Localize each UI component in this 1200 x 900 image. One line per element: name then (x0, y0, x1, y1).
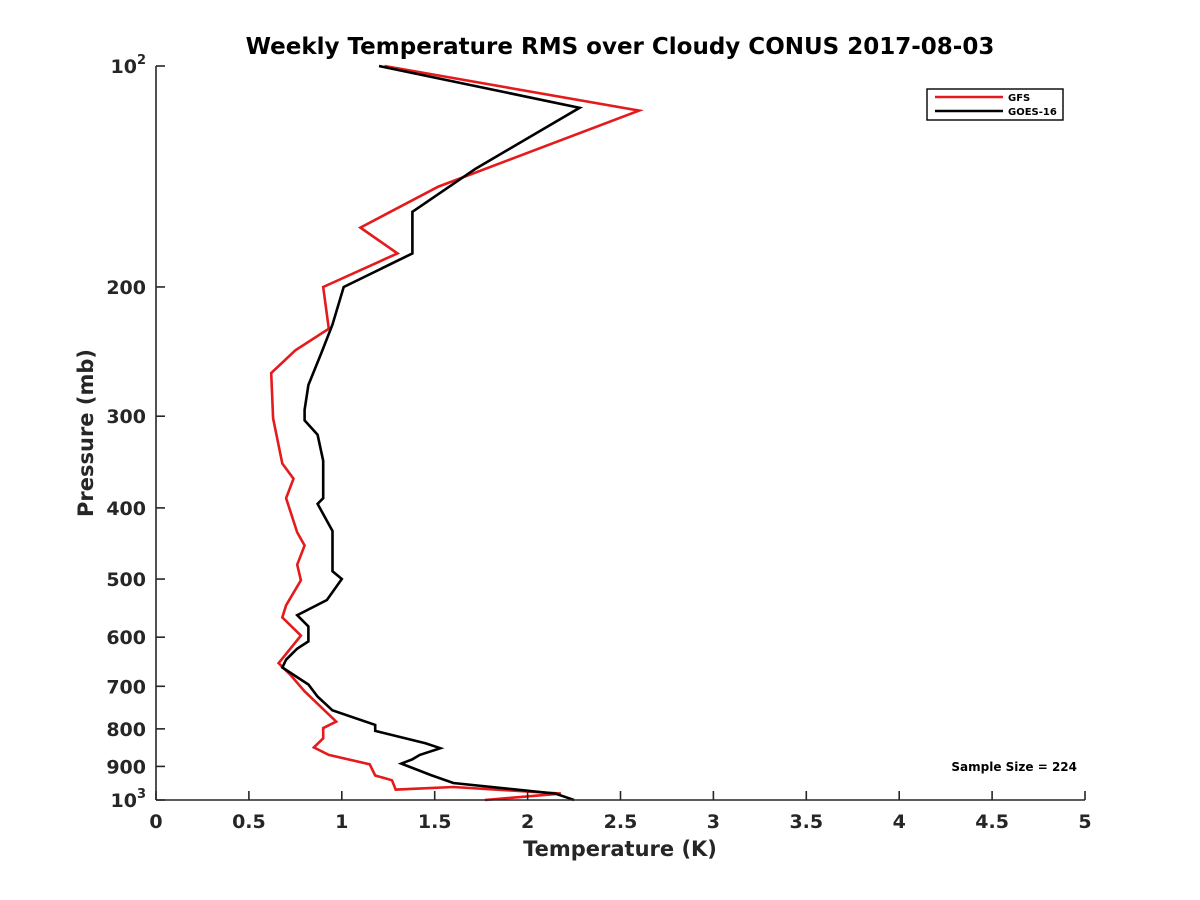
x-ticks: 0 0.5 1 1.5 2 2.5 3 3.5 4 4.5 5 (149, 791, 1092, 833)
x-tick-label: 3.5 (789, 811, 823, 833)
plot-area (269, 64, 644, 802)
legend-label-gfs: GFS (1008, 93, 1030, 104)
legend-label-goes16: GOES-16 (1008, 107, 1057, 118)
x-tick-label: 0.5 (232, 811, 266, 833)
y-tick-label: 800 (106, 719, 146, 741)
y-tick-label: 400 (106, 498, 146, 520)
sample-size-annotation: Sample Size = 224 (951, 760, 1077, 774)
y-tick-label: 500 (106, 569, 146, 591)
y-tick-label: 102 (111, 53, 147, 78)
x-tick-label: 2 (521, 811, 534, 833)
x-tick-label: 1.5 (418, 811, 452, 833)
x-axis-label: Temperature (K) (523, 837, 717, 861)
x-tick-label: 4.5 (975, 811, 1009, 833)
axes (155, 66, 1085, 801)
x-tick-label: 4 (893, 811, 906, 833)
x-tick-label: 1 (335, 811, 348, 833)
legend-box (926, 88, 1064, 121)
x-tick-label: 0 (149, 811, 162, 833)
series-line-goes16 (280, 64, 584, 802)
y-tick-label: 200 (106, 277, 146, 299)
y-tick-label: 103 (111, 787, 147, 812)
series-line-gfs (269, 64, 644, 802)
y-tick-label: 900 (106, 756, 146, 778)
y-tick-label: 600 (106, 627, 146, 649)
x-tick-label: 3 (707, 811, 720, 833)
x-tick-label: 2.5 (604, 811, 638, 833)
y-ticks: 102 200 300 400 500 600 700 800 900 103 (106, 53, 165, 812)
y-tick-label: 300 (106, 406, 146, 428)
x-tick-label: 5 (1078, 811, 1091, 833)
y-tick-label: 700 (106, 676, 146, 698)
y-axis-label: Pressure (mb) (74, 349, 98, 517)
chart-title: Weekly Temperature RMS over Cloudy CONUS… (246, 34, 995, 60)
legend: GFS GOES-16 (926, 88, 1064, 121)
